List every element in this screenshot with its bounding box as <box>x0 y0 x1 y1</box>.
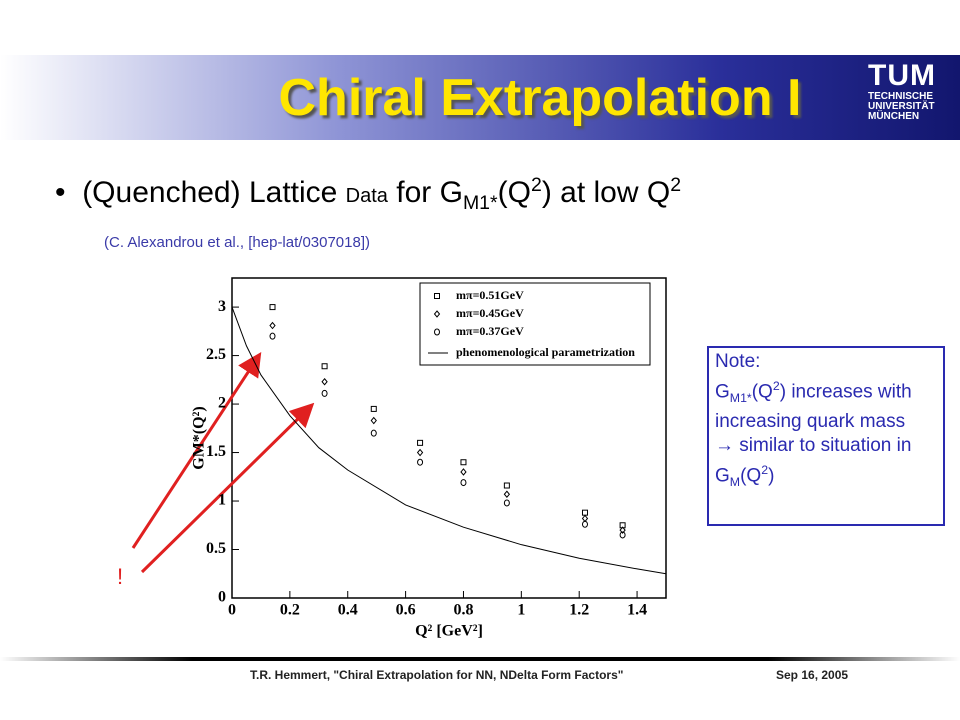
marker-diamond <box>416 448 424 457</box>
y-tick-label: 2.5 <box>206 346 226 363</box>
curve <box>231 306 667 575</box>
legend-box <box>419 282 651 366</box>
marker-diamond <box>269 321 276 330</box>
x-tick-label: 0.6 <box>396 602 416 619</box>
header-band <box>0 55 960 140</box>
legend-label: mπ=0.45GeV <box>456 306 524 320</box>
y-tick-label: 1 <box>218 492 226 509</box>
marker-diamond <box>460 468 467 476</box>
superscript: 2 <box>761 463 769 478</box>
marker-square <box>370 405 377 412</box>
y-axis-label: GM*(Q²) <box>191 406 208 469</box>
x-tick-label: 1 <box>517 602 525 619</box>
superscript: 2 <box>530 174 542 196</box>
legend-label: phenomenological parametrization <box>456 345 635 359</box>
marker-square <box>417 439 424 446</box>
marker-diamond <box>581 514 589 523</box>
marker-square <box>321 363 328 370</box>
superscript: 2 <box>772 379 780 393</box>
text: ) increases with increasing quark mass <box>715 381 912 433</box>
y-tick-label: 2 <box>218 395 226 412</box>
slide-title: Chiral Extrapolation I <box>278 69 802 127</box>
marker-circle <box>321 389 328 397</box>
text: Data <box>345 185 388 207</box>
x-axis-label: Q² [GeV²] <box>415 623 483 640</box>
marker-circle <box>503 499 510 507</box>
text: (Q <box>497 176 531 209</box>
arrow <box>131 351 262 549</box>
marker-circle <box>417 458 424 466</box>
logo-text: MÜNCHEN <box>868 111 920 122</box>
annotation: ! <box>117 564 123 589</box>
subscript: M1* <box>729 391 752 406</box>
marker-square <box>503 482 510 489</box>
logo: TUM TECHNISCHE UNIVERSITÄT MÜNCHEN <box>868 60 938 122</box>
x-tick-label: 0.8 <box>453 602 473 619</box>
legend-label: mπ=0.51GeV <box>456 288 524 302</box>
marker-diamond <box>619 526 626 534</box>
marker-circle <box>460 479 467 487</box>
marker-diamond <box>321 377 328 386</box>
logo-text: UNIVERSITÄT <box>868 101 935 112</box>
bullet: • (Quenched) Lattice Data for GM1*(Q2) a… <box>55 174 682 214</box>
marker-square <box>434 293 440 299</box>
note-box: Note: GM1*(Q2) increases with increasing … <box>707 346 945 526</box>
y-tick-label: 0 <box>218 589 226 606</box>
text: (Quenched) Lattice <box>82 176 346 209</box>
marker-square <box>269 304 276 311</box>
citation: (C. Alexandrou et al., [hep-lat/0307018]… <box>104 234 371 251</box>
footer-rule <box>0 657 960 661</box>
text: ) <box>768 465 775 487</box>
x-tick-label: 0.4 <box>338 602 358 619</box>
subscript: M1* <box>462 192 498 214</box>
x-tick-label: 1.4 <box>627 602 647 619</box>
superscript: 2 <box>670 174 682 196</box>
y-tick-label: 0.5 <box>206 540 226 557</box>
footer-text: T.R. Hemmert, "Chiral Extrapolation for … <box>250 668 624 682</box>
footer-date: Sep 16, 2005 <box>776 668 849 682</box>
x-tick-label: 0 <box>228 602 236 619</box>
marker-diamond <box>433 310 441 318</box>
marker-circle <box>370 429 377 437</box>
x-tick-label: 0.2 <box>280 602 300 619</box>
marker-square <box>581 509 588 516</box>
marker-circle <box>434 328 440 336</box>
subscript: M <box>729 475 741 490</box>
marker-diamond <box>370 416 377 425</box>
marker-circle <box>269 332 276 340</box>
marker-circle <box>619 531 626 539</box>
marker-diamond <box>503 490 511 499</box>
logo-mark: TUM <box>868 59 936 92</box>
text: Note: <box>715 351 761 372</box>
y-tick-label: 1.5 <box>206 443 226 460</box>
plot-frame <box>231 277 667 599</box>
arrow <box>140 402 315 574</box>
text: ) at low Q <box>541 176 671 209</box>
y-tick-label: 3 <box>218 298 226 315</box>
text: → similar to situation in G <box>715 435 912 487</box>
logo-text: TECHNISCHE <box>868 91 934 102</box>
legend-label: mπ=0.37GeV <box>456 324 524 338</box>
x-tick-label: 1.2 <box>569 602 589 619</box>
text: (Q <box>740 465 762 487</box>
text: (Q <box>751 381 773 403</box>
marker-square <box>460 459 467 466</box>
text: for G <box>387 176 463 209</box>
marker-circle <box>581 520 588 528</box>
text: G <box>715 381 730 403</box>
